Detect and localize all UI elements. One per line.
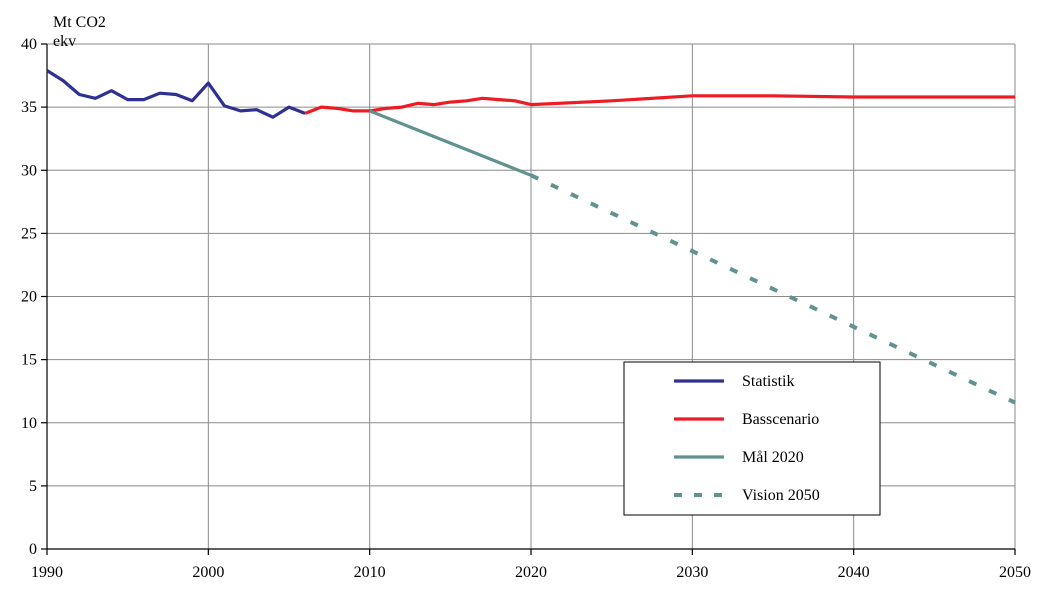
series-line-statistik [46,69,306,119]
y-tick-label: 25 [21,225,37,242]
legend-label-vision-2050: Vision 2050 [742,487,820,504]
y-axis-unit-line-2: ekv [53,33,76,50]
grid [47,43,1016,549]
x-tick-label: 1990 [31,564,63,581]
legend-box [623,361,881,516]
y-tick-label: 10 [21,415,37,432]
legend-label-m-l-2020: Mål 2020 [742,449,804,466]
x-tick-label: 2030 [676,564,708,581]
y-tick-label: 15 [21,352,37,369]
series-line-basscenario [304,94,1015,115]
x-tick-label: 2010 [354,564,386,581]
legend: Statistik Basscenario Mål 2020 Vision 2050 [623,361,881,516]
y-tick-label: 30 [21,162,37,179]
legend-label-statistik: Statistik [742,373,794,390]
y-tick-label: 5 [29,478,37,495]
y-tick-label: 20 [21,289,37,306]
y-tick-label: 0 [29,541,37,558]
axes [41,43,1016,555]
series-line-vision-2050 [530,173,1016,405]
tick-labels: 0 5 10 15 20 25 30 35 40 1990 2000 2010 2020 2030 2040… [21,36,1031,581]
series-lines [46,69,1016,405]
x-tick-label: 2000 [192,564,224,581]
legend-label-basscenario: Basscenario [742,411,819,428]
y-tick-label: 40 [21,36,37,53]
y-axis-unit-line-1: Mt CO2 [53,14,106,31]
x-tick-label: 2020 [515,564,547,581]
x-tick-label: 2050 [999,564,1031,581]
x-tick-label: 2040 [838,564,870,581]
y-tick-label: 35 [21,99,37,116]
series-line-m-l-2020 [369,109,532,177]
